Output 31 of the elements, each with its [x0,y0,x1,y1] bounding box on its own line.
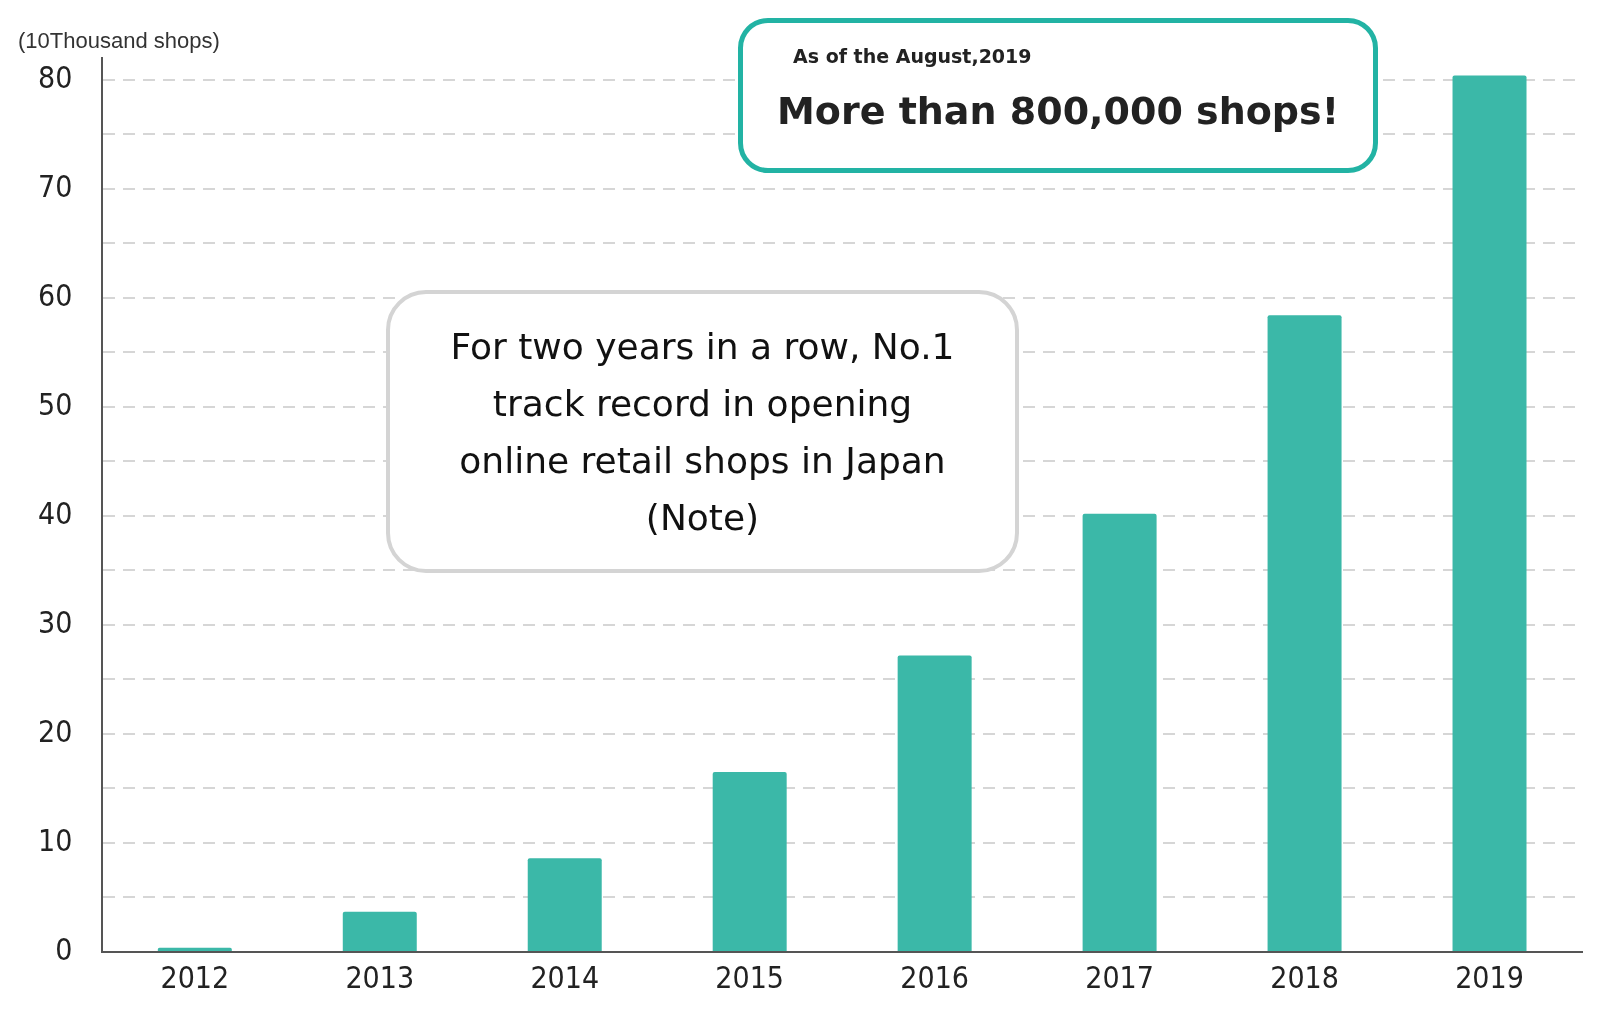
y-tick-label: 60 [37,277,73,313]
x-tick-label: 2013 [345,959,415,995]
bar [157,947,232,951]
x-tick-label: 2017 [1085,959,1154,995]
y-tick-label: 40 [37,495,73,531]
bar [527,858,602,951]
y-tick-label: 70 [37,168,73,204]
y-tick-label: 0 [55,931,73,967]
y-tick-label: 10 [37,822,73,858]
x-tick-label: 2014 [530,959,600,995]
y-tick-label: 80 [37,59,73,95]
callout-box: For two years in a row, No.1 track record in opening online retail shops in Japan (Note) [386,290,1019,573]
x-tick-label: 2015 [715,959,785,995]
x-tick-label: 2018 [1270,959,1339,995]
bar [1267,315,1342,951]
y-tick-label: 20 [37,713,73,749]
x-tick-label: 2016 [900,959,969,995]
annotation: As of the August,2019 [793,45,1032,67]
bar [712,772,787,951]
x-tick-label: 2012 [160,959,230,995]
y-tick-label: 30 [37,604,73,640]
x-tick-label: 2019 [1455,959,1524,995]
bar [897,655,972,951]
bar [1452,75,1527,951]
y-axis-title: (10Thousand shops) [18,28,220,54]
speech-bubble: As of the August,2019 More than 800,000 shops! [738,18,1378,173]
annotation: More than 800,000 shops! [775,89,1340,133]
bar [1082,513,1157,951]
bar [342,911,417,951]
y-tick-label: 50 [37,386,73,422]
annotation: For two years in a row, No.1 track record in opening online retail shops in Japan (Note) [449,324,956,540]
